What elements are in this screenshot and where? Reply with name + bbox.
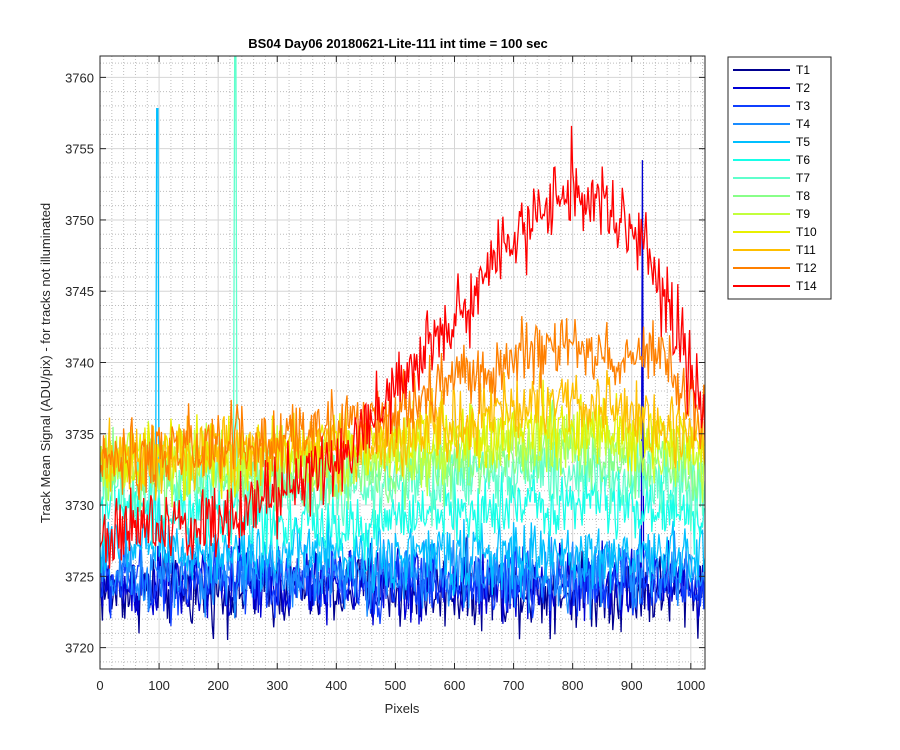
legend-label-T8: T8 <box>796 189 810 203</box>
legend-label-T11: T11 <box>796 243 816 257</box>
legend-label-T1: T1 <box>796 63 810 77</box>
legend-label-T3: T3 <box>796 99 810 113</box>
legend-label-T7: T7 <box>796 171 810 185</box>
y-tick-label: 3730 <box>65 498 94 513</box>
legend-label-T2: T2 <box>796 81 810 95</box>
y-tick-label: 3760 <box>65 70 94 85</box>
legend-label-T4: T4 <box>796 117 810 131</box>
x-tick-label: 500 <box>385 678 407 693</box>
chart-title: BS04 Day06 20180621-Lite-111 int time = … <box>248 36 548 51</box>
y-axis-label: Track Mean Signal (ADU/pix) - for tracks… <box>38 203 53 523</box>
series-line-T5 <box>100 108 705 598</box>
x-tick-label: 1000 <box>676 678 705 693</box>
y-tick-label: 3725 <box>65 569 94 584</box>
legend-label-T5: T5 <box>796 135 810 149</box>
legend: T1 T2 T3 T4 T5 T6 T7 T8 T9 T10 T11 T12 T14 <box>727 56 832 300</box>
series-layer <box>100 56 705 641</box>
series-line-T11 <box>100 366 705 501</box>
legend-label-T12: T12 <box>796 261 817 275</box>
x-tick-label: 100 <box>148 678 170 693</box>
x-tick-label: 200 <box>207 678 229 693</box>
x-axis-label: Pixels <box>385 701 420 716</box>
legend-label-T9: T9 <box>796 207 810 221</box>
x-tick-label: 300 <box>266 678 288 693</box>
y-tick-label: 3735 <box>65 427 94 442</box>
series-line-T12 <box>100 316 705 500</box>
y-tick-label: 3755 <box>65 142 94 157</box>
x-tick-label: 800 <box>562 678 584 693</box>
y-tick-label: 3720 <box>65 641 94 656</box>
y-tick-label: 3740 <box>65 356 94 371</box>
y-tick-label: 3745 <box>65 284 94 299</box>
y-tick-label: 3750 <box>65 213 94 228</box>
x-tick-label: 900 <box>621 678 643 693</box>
axes-layer: 0 100 200 300 400 500 600 700 800 900 1000 3720 3725… <box>65 55 706 693</box>
x-tick-label: 700 <box>503 678 525 693</box>
series-line-T14 <box>100 125 705 569</box>
legend-label-T6: T6 <box>796 153 810 167</box>
legend-label-T10: T10 <box>796 225 817 239</box>
x-tick-label: 600 <box>444 678 466 693</box>
x-tick-label: 0 <box>96 678 103 693</box>
legend-label-T14: T14 <box>796 279 817 293</box>
x-tick-label: 400 <box>325 678 347 693</box>
